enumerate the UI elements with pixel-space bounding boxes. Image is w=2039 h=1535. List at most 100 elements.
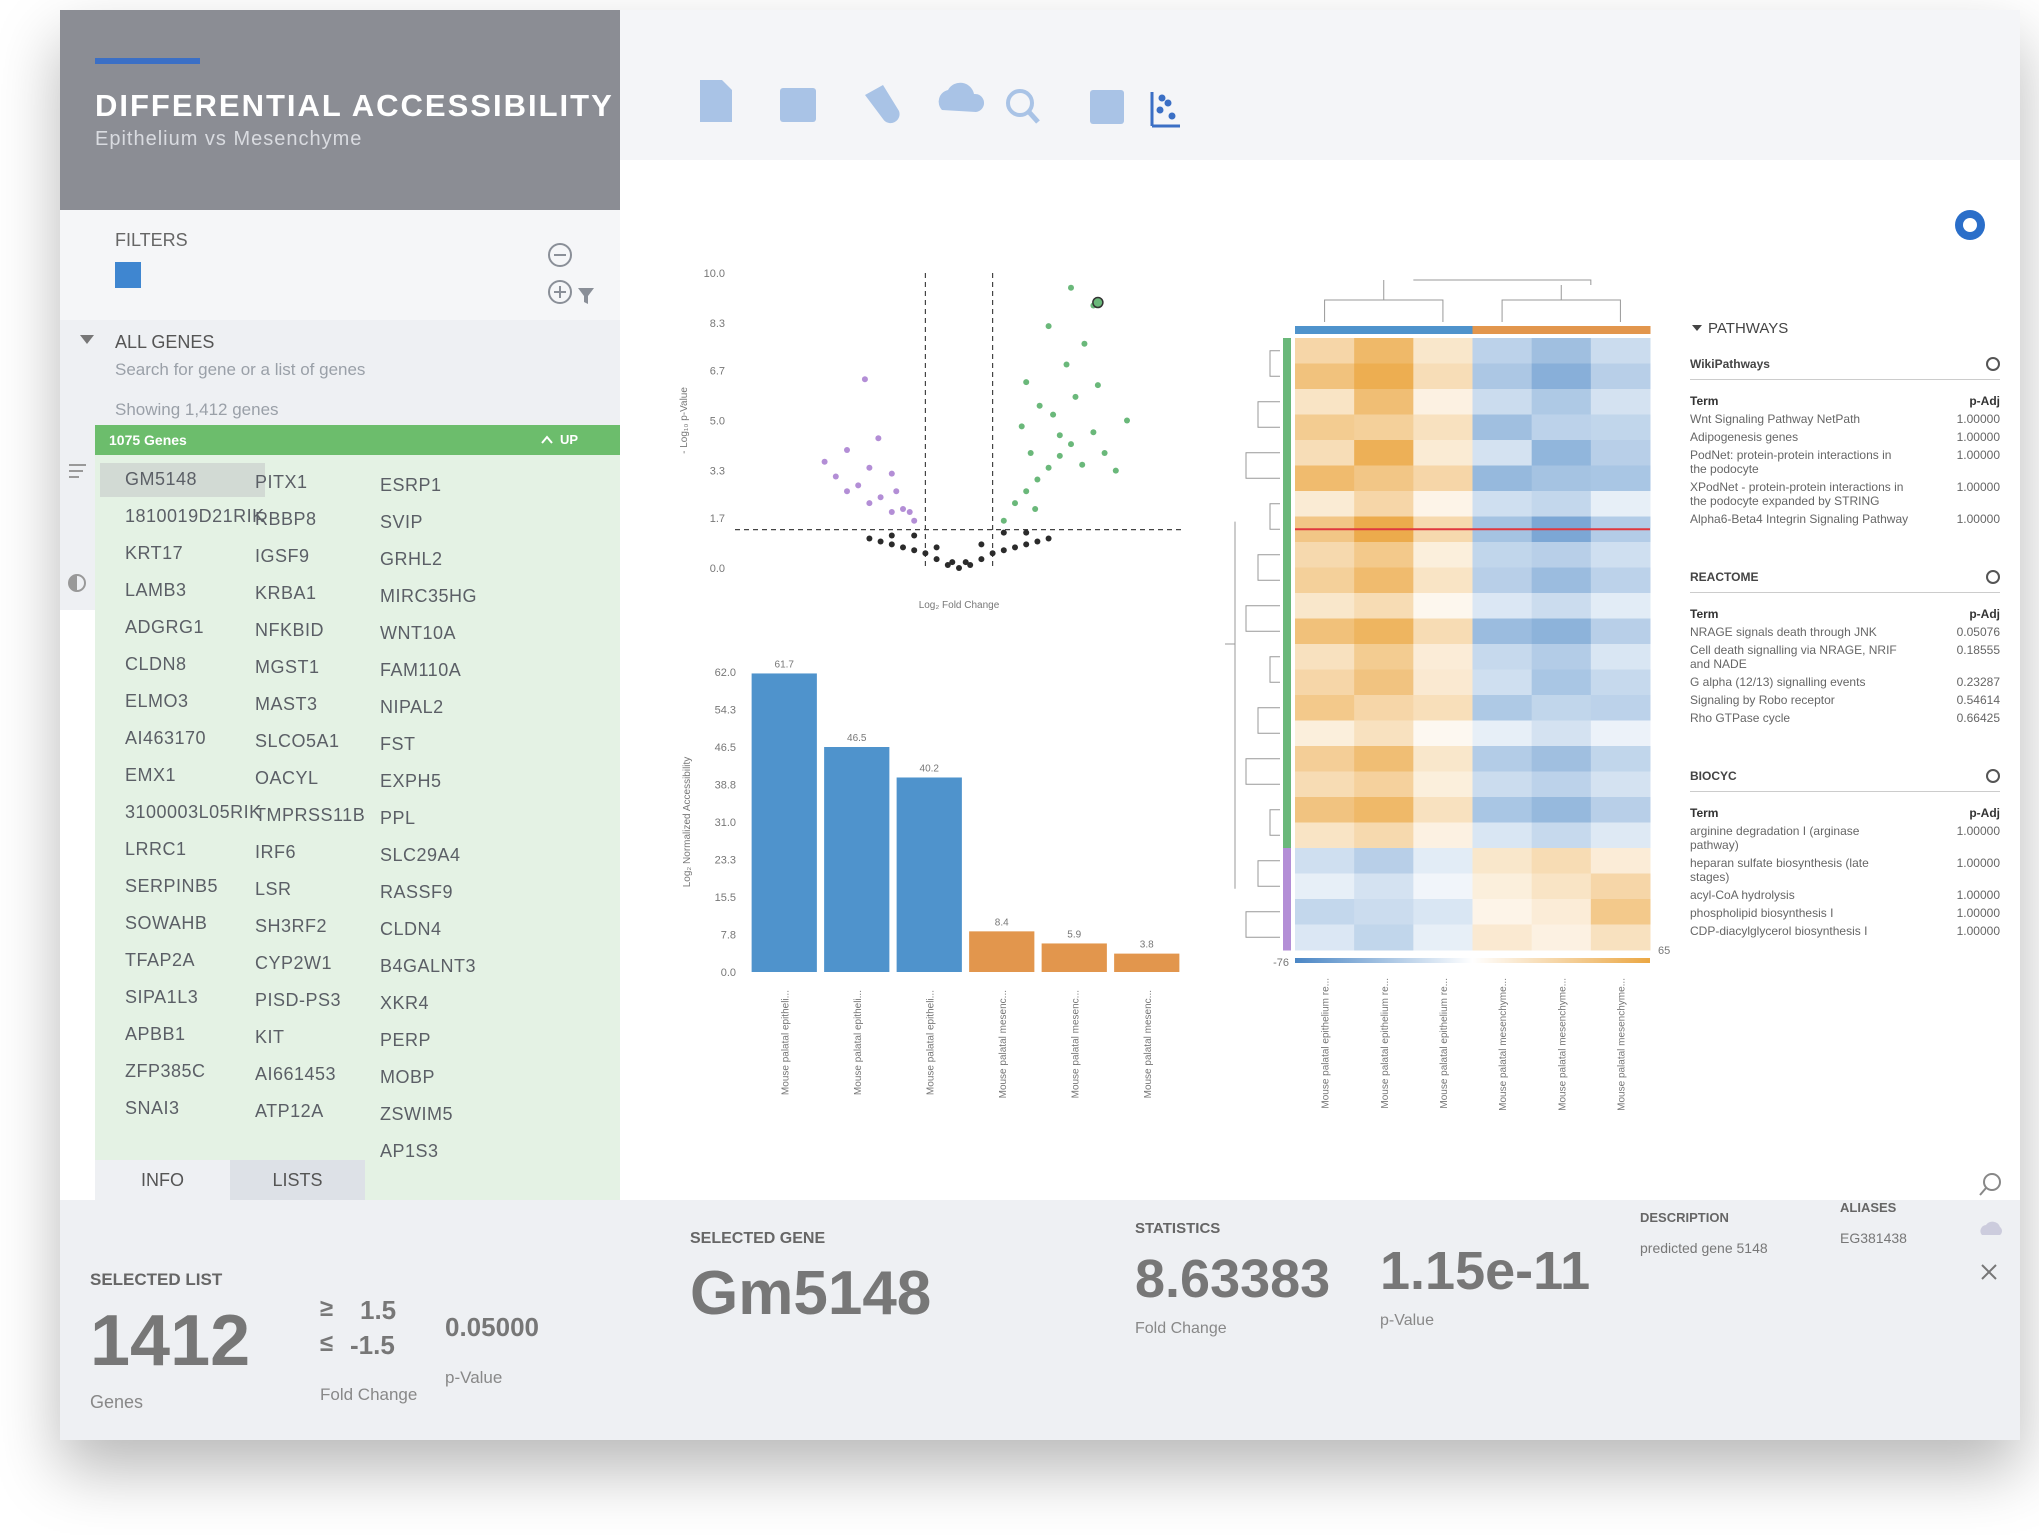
gene-item[interactable]: IRF6 xyxy=(255,842,297,862)
close-icon[interactable] xyxy=(1981,1264,1997,1280)
lists-tab[interactable]: LISTS xyxy=(230,1160,365,1200)
heatmap-cell xyxy=(1295,593,1355,619)
scatter-icon[interactable] xyxy=(1150,92,1180,128)
pathway-row[interactable]: Alpha6-Beta4 Integrin Signaling Pathway 1… xyxy=(1690,512,2000,526)
search-icon[interactable] xyxy=(1986,570,2000,584)
pathway-row[interactable]: Wnt Signaling Pathway NetPath 1.00000 xyxy=(1690,412,2000,426)
gene-item[interactable]: KIT xyxy=(255,1027,285,1047)
gene-item[interactable]: GRHL2 xyxy=(380,549,443,569)
p-header: p-Adj xyxy=(1969,607,2000,621)
gene-item[interactable]: FAM110A xyxy=(380,660,462,680)
gene-item[interactable]: CYP2W1 xyxy=(255,953,333,973)
gene-item[interactable]: CLDN8 xyxy=(125,654,187,674)
gene-item[interactable]: TMPRSS11B xyxy=(255,805,366,825)
pathway-row[interactable]: acyl-CoA hydrolysis 1.00000 xyxy=(1690,888,2000,902)
gene-item[interactable]: ATP12A xyxy=(255,1101,324,1121)
gene-item[interactable]: WNT10A xyxy=(380,623,457,643)
gene-item[interactable]: FST xyxy=(380,734,416,754)
gene-item[interactable]: SLC29A4 xyxy=(380,845,461,865)
pathway-row[interactable]: PodNet: protein-protein interactions in … xyxy=(1690,448,2000,476)
pathway-row[interactable]: Adipogenesis genes 1.00000 xyxy=(1690,430,2000,444)
gene-item[interactable]: SIPA1L3 xyxy=(125,987,199,1007)
gene-item[interactable]: LSR xyxy=(255,879,292,899)
report-icon[interactable] xyxy=(700,80,732,122)
gene-item[interactable]: MOBP xyxy=(380,1067,436,1087)
search-chart-icon[interactable] xyxy=(1006,89,1034,117)
gene-item[interactable]: PITX1 xyxy=(255,472,308,492)
gene-item[interactable]: APBB1 xyxy=(125,1024,186,1044)
gene-item[interactable]: 3100003L05RIK xyxy=(125,802,262,822)
gene-item[interactable]: SH3RF2 xyxy=(255,916,328,936)
gene-item[interactable]: LRRC1 xyxy=(125,839,187,859)
table-icon[interactable] xyxy=(780,88,816,122)
gene-item[interactable]: B4GALNT3 xyxy=(380,956,477,976)
gene-item[interactable]: EMX1 xyxy=(125,765,177,785)
gene-item[interactable]: SERPINB5 xyxy=(125,876,219,896)
heatmap-cell xyxy=(1354,746,1414,772)
stats-icon[interactable] xyxy=(1090,90,1124,124)
collapse-toggle[interactable] xyxy=(80,335,96,347)
gene-item[interactable]: ZFP385C xyxy=(125,1061,206,1081)
gene-item[interactable]: MGST1 xyxy=(255,657,320,677)
info-tab[interactable]: INFO xyxy=(95,1160,230,1200)
gene-item[interactable]: LAMB3 xyxy=(125,580,187,600)
gene-item[interactable]: SLCO5A1 xyxy=(255,731,340,751)
search-icon[interactable] xyxy=(1983,1173,2001,1191)
gene-item[interactable]: KRT17 xyxy=(125,543,184,563)
gene-item[interactable]: SOWAHB xyxy=(125,913,208,933)
gene-item[interactable]: IGSF9 xyxy=(255,546,310,566)
cloud-icon[interactable] xyxy=(1980,1221,2002,1235)
search-icon[interactable] xyxy=(1986,357,2000,371)
gene-item[interactable]: CLDN4 xyxy=(380,919,442,939)
gene-item[interactable]: ADGRG1 xyxy=(125,617,205,637)
gene-item[interactable]: RBBP8 xyxy=(255,509,317,529)
pathway-row[interactable]: heparan sulfate biosynthesis (late stage… xyxy=(1690,856,2000,884)
gene-item[interactable]: SVIP xyxy=(380,512,424,532)
gene-item[interactable]: OACYL xyxy=(255,768,319,788)
search-icon[interactable] xyxy=(1986,769,2000,783)
gene-item[interactable]: GM5148 xyxy=(125,469,198,489)
gene-item[interactable]: PISD-PS3 xyxy=(255,990,342,1010)
zoom-out[interactable] xyxy=(548,243,572,267)
group-header[interactable]: 1075 Genes UP xyxy=(95,425,620,455)
pathway-row[interactable]: CDP-diacylglycerol biosynthesis I 1.00000 xyxy=(1690,924,2000,938)
gene-item[interactable]: 1810019D21RIK xyxy=(125,506,265,526)
gene-item[interactable]: PPL xyxy=(380,808,416,828)
gene-item[interactable]: PERP xyxy=(380,1030,432,1050)
gene-item[interactable]: AI463170 xyxy=(125,728,207,748)
filter-chip[interactable] xyxy=(115,262,141,288)
heatmap-cell xyxy=(1590,542,1651,568)
gene-item[interactable]: AP1S3 xyxy=(380,1141,439,1161)
heatmap-cell xyxy=(1531,389,1592,415)
point xyxy=(1090,429,1097,436)
gene-item[interactable]: RASSF9 xyxy=(380,882,454,902)
gene-item[interactable]: ELMO3 xyxy=(125,691,189,711)
collapse-toggle[interactable] xyxy=(1690,324,1708,334)
pathway-row[interactable]: Cell death signalling via NRAGE, NRIF an… xyxy=(1690,643,2000,671)
pathway-row[interactable]: G alpha (12/13) signalling events 0.23287 xyxy=(1690,675,2000,689)
cloud-download-icon[interactable] xyxy=(938,82,985,112)
gene-item[interactable]: ESRP1 xyxy=(380,475,442,495)
pathway-row[interactable]: NRAGE signals death through JNK 0.05076 xyxy=(1690,625,2000,639)
pathway-row[interactable]: phospholipid biosynthesis I 1.00000 xyxy=(1690,906,2000,920)
gene-item[interactable]: ZSWIM5 xyxy=(380,1104,453,1124)
gene-item[interactable]: MIRC35HG xyxy=(380,586,478,606)
gene-item[interactable]: EXPH5 xyxy=(380,771,442,791)
flask-icon[interactable] xyxy=(865,85,900,124)
gene-item[interactable]: TFAP2A xyxy=(125,950,196,970)
gene-item[interactable]: NFKBID xyxy=(255,620,325,640)
gene-item[interactable]: KRBA1 xyxy=(255,583,317,603)
gene-item[interactable]: NIPAL2 xyxy=(380,697,444,717)
pathway-row[interactable]: Signaling by Robo receptor 0.54614 xyxy=(1690,693,2000,707)
search-input[interactable]: Search for gene or a list of genes xyxy=(115,360,366,379)
filter-icon[interactable] xyxy=(578,288,594,304)
gene-item[interactable]: SNAI3 xyxy=(125,1098,180,1118)
gene-item[interactable]: AI661453 xyxy=(255,1064,337,1084)
pathway-row[interactable]: Rho GTPase cycle 0.66425 xyxy=(1690,711,2000,725)
pathway-row[interactable]: arginine degradation I (arginase pathway… xyxy=(1690,824,2000,852)
gene-item[interactable]: MAST3 xyxy=(255,694,318,714)
pathway-row[interactable]: XPodNet - protein-protein interactions i… xyxy=(1690,480,2000,508)
gene-item[interactable]: XKR4 xyxy=(380,993,430,1013)
app-logo[interactable] xyxy=(1950,205,1990,245)
zoom-in[interactable] xyxy=(548,280,572,304)
